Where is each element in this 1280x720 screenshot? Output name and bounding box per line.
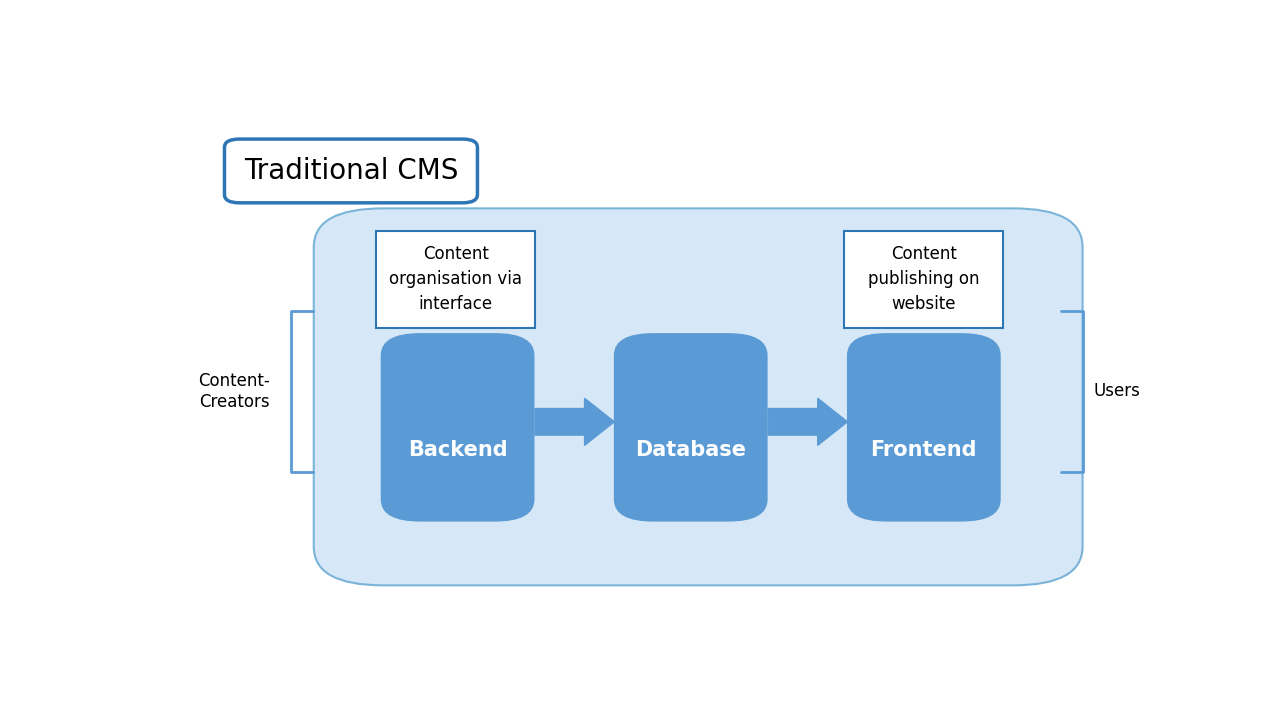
Text: Content
publishing on
website: Content publishing on website: [868, 245, 979, 313]
FancyBboxPatch shape: [376, 230, 535, 328]
FancyBboxPatch shape: [614, 333, 768, 521]
Text: Database: Database: [635, 440, 746, 460]
Text: Content
organisation via
interface: Content organisation via interface: [389, 245, 522, 313]
Polygon shape: [895, 292, 934, 328]
FancyBboxPatch shape: [380, 333, 535, 521]
Text: Backend: Backend: [408, 440, 507, 460]
Polygon shape: [768, 398, 847, 446]
FancyBboxPatch shape: [847, 333, 1001, 521]
FancyBboxPatch shape: [314, 208, 1083, 585]
Polygon shape: [535, 398, 614, 446]
Text: Users: Users: [1094, 382, 1140, 400]
Text: Content-
Creators: Content- Creators: [198, 372, 270, 410]
FancyBboxPatch shape: [224, 139, 477, 203]
FancyBboxPatch shape: [845, 230, 1004, 328]
Text: Frontend: Frontend: [870, 440, 977, 460]
Text: Traditional CMS: Traditional CMS: [243, 157, 458, 185]
Polygon shape: [428, 292, 467, 328]
